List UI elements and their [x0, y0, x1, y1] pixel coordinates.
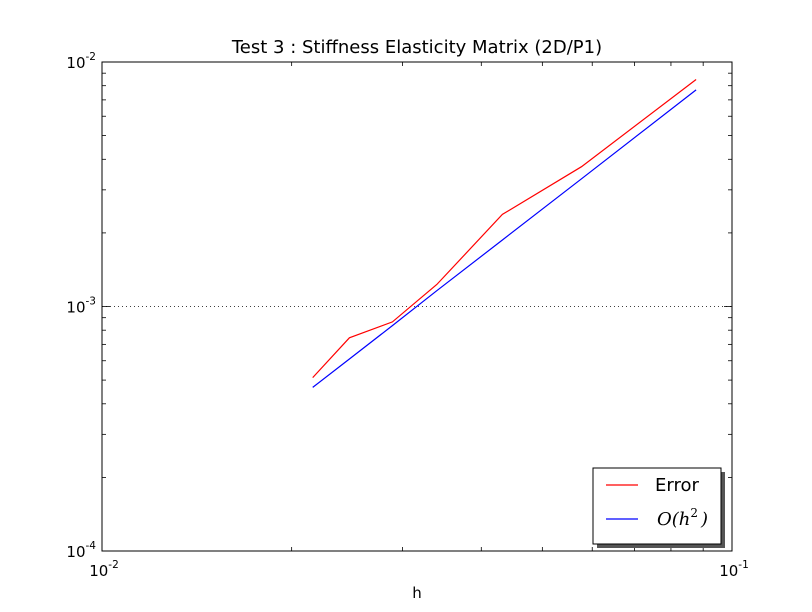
- tick-labels: 10-2 10-1 10-4 10-3 10-2: [66, 51, 748, 580]
- chart-title: Test 3 : Stiffness Elasticity Matrix (2D…: [231, 37, 602, 58]
- legend-model-base: O(h: [657, 509, 690, 530]
- series-layer: [312, 79, 697, 388]
- legend-box: [592, 467, 722, 545]
- minor-ticks: [101, 61, 733, 552]
- legend-model-exp: 2: [690, 506, 698, 520]
- y-tick-label: 10-2: [66, 51, 96, 72]
- legend-model-close: ): [700, 509, 708, 530]
- y-tick-label: 10-3: [66, 296, 96, 317]
- y-tick-label: 10-4: [66, 540, 96, 561]
- legend: Error O(h2): [592, 467, 725, 548]
- x-tick-label: 10-2: [89, 559, 119, 580]
- plot-frame: [101, 61, 733, 552]
- x-tick-label: 10-1: [719, 559, 749, 580]
- legend-label-model: O(h2): [657, 506, 708, 530]
- x-axis-label: h: [412, 584, 422, 602]
- legend-label-error: Error: [655, 475, 699, 496]
